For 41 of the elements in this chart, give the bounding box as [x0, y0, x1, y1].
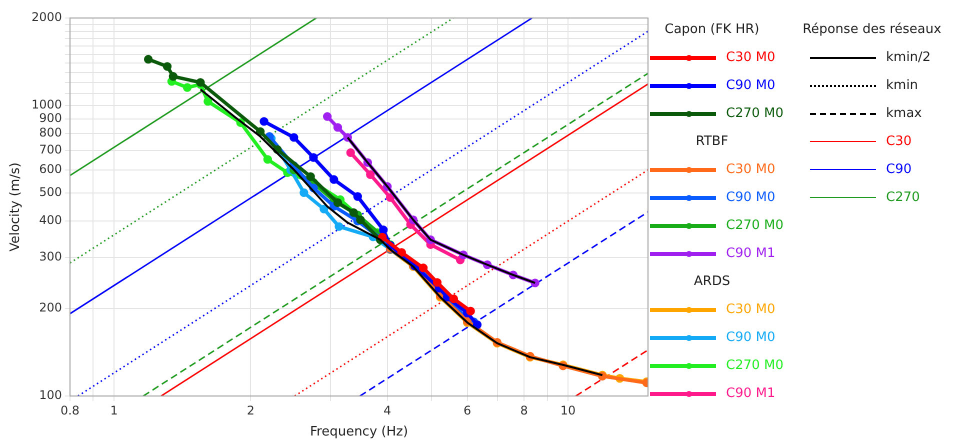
- y-tick-label: 300: [39, 250, 62, 264]
- y-axis-title: Velocity (m/s): [8, 162, 24, 252]
- x-axis-title: Frequency (Hz): [310, 424, 408, 440]
- text: C90 M1: [726, 246, 776, 261]
- x-tick-label: 4: [384, 403, 392, 418]
- y-tick-label: 500: [39, 185, 62, 200]
- text: C30 M0: [726, 302, 776, 317]
- y-tick-label: 2000: [31, 10, 62, 24]
- text: C90 M0: [726, 78, 776, 93]
- x-tick-label: 1: [110, 403, 118, 418]
- text: RTBF: [694, 134, 730, 149]
- x-tick-label: 10: [560, 403, 576, 418]
- text: C270 M0: [726, 106, 784, 121]
- text: C30 M0: [726, 162, 776, 177]
- text: C270 M0: [726, 358, 784, 373]
- x-tick-label: 6: [463, 403, 472, 418]
- text: kmin: [886, 78, 918, 93]
- text: Capon (FK HR): [664, 22, 760, 37]
- text: Réponse des réseaux: [802, 22, 942, 37]
- y-tick-label: 700: [39, 142, 62, 157]
- text: C270: [886, 190, 920, 205]
- text: C90 M0: [726, 190, 776, 205]
- text: C90 M0: [726, 330, 776, 345]
- y-tick-label: 800: [39, 126, 62, 140]
- y-tick-label: 200: [39, 300, 62, 315]
- x-tick-label: 2: [246, 403, 255, 418]
- text: kmin/2: [886, 50, 931, 65]
- text: C270 M0: [726, 218, 784, 233]
- text: C30 M0: [726, 50, 776, 65]
- y-tick-label: 600: [39, 162, 62, 176]
- text: C90: [886, 162, 912, 177]
- y-tick-label: 1000: [31, 98, 62, 112]
- y-tick-label: 100: [39, 388, 62, 402]
- text: C30: [886, 134, 912, 149]
- x-tick-label: 8: [520, 403, 528, 418]
- text: kmax: [886, 106, 922, 121]
- x-tick-label: 0.8: [60, 403, 80, 418]
- y-tick-label: 400: [39, 213, 62, 228]
- text: ARDS: [692, 274, 732, 289]
- y-tick-label: 900: [39, 110, 62, 125]
- text: C90 M1: [726, 386, 776, 401]
